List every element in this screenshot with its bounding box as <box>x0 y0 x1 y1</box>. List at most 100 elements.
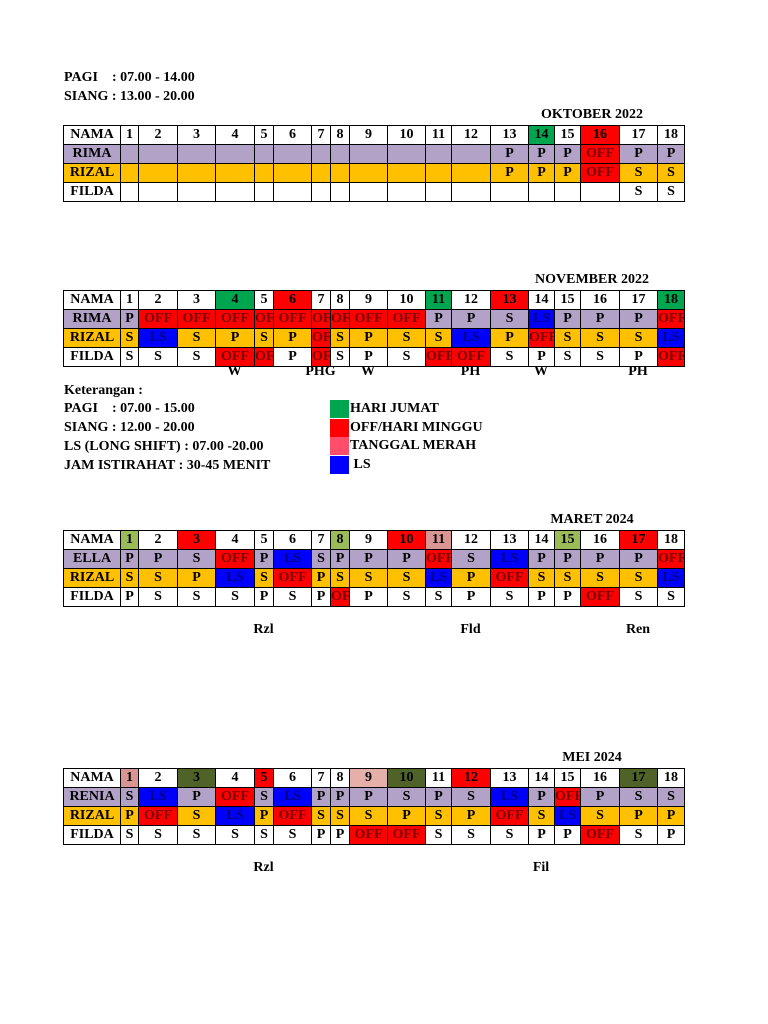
shift-cell: S <box>387 328 426 348</box>
shift-cell: S <box>349 806 388 826</box>
shift-cell: OFF <box>528 328 555 348</box>
table-title: MARET 2024 <box>550 512 634 527</box>
shift-cell: LS <box>451 328 491 348</box>
day-header: 8 <box>330 125 350 145</box>
shift-cell: OFF <box>138 309 178 329</box>
day-header: 15 <box>554 290 581 310</box>
day-note: PH <box>460 364 481 379</box>
shift-cell: S <box>580 568 620 588</box>
shift-cell: P <box>215 328 255 348</box>
shift-cell: P <box>349 587 388 607</box>
shift-cell: S <box>177 806 216 826</box>
shift-cell: S <box>215 825 255 845</box>
shift-cell: LS <box>215 568 255 588</box>
shift-cell: P <box>120 806 139 826</box>
day-header: 14 <box>528 768 555 788</box>
day-header: 8 <box>330 530 350 550</box>
shift-cell: S <box>619 163 658 183</box>
shift-cell <box>138 163 178 183</box>
shift-cell: P <box>330 549 350 569</box>
shift-cell: S <box>311 549 331 569</box>
shift-cell: P <box>528 549 555 569</box>
shift-cell: S <box>387 587 426 607</box>
day-header: 10 <box>387 290 426 310</box>
shift-cell: S <box>619 568 658 588</box>
staff-name: RIMA <box>63 309 121 329</box>
day-header: 13 <box>490 125 529 145</box>
day-header: 14 <box>528 125 555 145</box>
shift-cell: P <box>580 549 620 569</box>
shift-cell <box>254 182 274 202</box>
shift-cell: LS <box>138 787 178 807</box>
shift-cell <box>451 144 491 164</box>
shift-cell <box>254 163 274 183</box>
shift-cell: S <box>330 806 350 826</box>
day-header: 13 <box>490 530 529 550</box>
shift-cell: P <box>554 163 581 183</box>
signature: Fil <box>532 860 550 875</box>
legend-swatch <box>330 455 349 474</box>
shift-cell: P <box>120 587 139 607</box>
shift-cell: OFF <box>349 309 388 329</box>
shift-cell: OFF <box>425 347 452 367</box>
shift-cell <box>349 163 388 183</box>
day-header: 9 <box>349 530 388 550</box>
shift-cell: P <box>330 825 350 845</box>
shift-cell: S <box>254 568 274 588</box>
staff-name: FILDA <box>63 587 121 607</box>
shift-cell: S <box>580 328 620 348</box>
day-header: 7 <box>311 125 331 145</box>
day-header: 3 <box>177 530 216 550</box>
signature: Ren <box>625 622 651 637</box>
shift-cell: S <box>554 347 581 367</box>
shift-cell: OFF <box>138 806 178 826</box>
shift-cell <box>349 182 388 202</box>
shift-cell: P <box>490 328 529 348</box>
staff-name: RENIA <box>63 787 121 807</box>
shift-cell: LS <box>215 806 255 826</box>
name-header: NAMA <box>63 768 121 788</box>
day-header: 11 <box>425 768 452 788</box>
shift-cell: LS <box>273 549 312 569</box>
shift-cell: OFF <box>330 587 350 607</box>
shift-cell: P <box>528 587 555 607</box>
day-header: 18 <box>657 768 685 788</box>
shift-cell <box>138 144 178 164</box>
day-header: 6 <box>273 768 312 788</box>
shift-cell <box>120 144 139 164</box>
shift-cell: OFF <box>330 309 350 329</box>
shift-cell: LS <box>490 549 529 569</box>
shift-cell: P <box>254 549 274 569</box>
shift-cell: P <box>425 309 452 329</box>
shift-cell <box>451 163 491 183</box>
shift-cell: P <box>120 309 139 329</box>
staff-name: ELLA <box>63 549 121 569</box>
day-header: 15 <box>554 768 581 788</box>
shift-cell: LS <box>425 568 452 588</box>
day-header: 5 <box>254 768 274 788</box>
day-header: 10 <box>387 125 426 145</box>
day-note: W <box>361 364 375 379</box>
shift-cell: S <box>273 587 312 607</box>
shift-cell: P <box>349 787 388 807</box>
shift-cell: OFF <box>580 163 620 183</box>
shift-cell: OFF <box>273 309 312 329</box>
day-header: 12 <box>451 530 491 550</box>
shift-cell: S <box>254 328 274 348</box>
shift-cell: S <box>425 587 452 607</box>
shift-cell: OFF <box>254 309 274 329</box>
shift-cell: S <box>528 806 555 826</box>
shift-cell <box>254 144 274 164</box>
day-header: 12 <box>451 768 491 788</box>
day-header: 11 <box>425 125 452 145</box>
shift-cell: P <box>273 328 312 348</box>
day-header: 6 <box>273 290 312 310</box>
legend-line: LS (LONG SHIFT) : 07.00 -20.00 <box>64 439 264 454</box>
shift-cell: P <box>311 568 331 588</box>
staff-name: FILDA <box>63 825 121 845</box>
shift-cell: S <box>387 787 426 807</box>
day-header: 1 <box>120 530 139 550</box>
day-header: 9 <box>349 768 388 788</box>
day-header: 7 <box>311 290 331 310</box>
